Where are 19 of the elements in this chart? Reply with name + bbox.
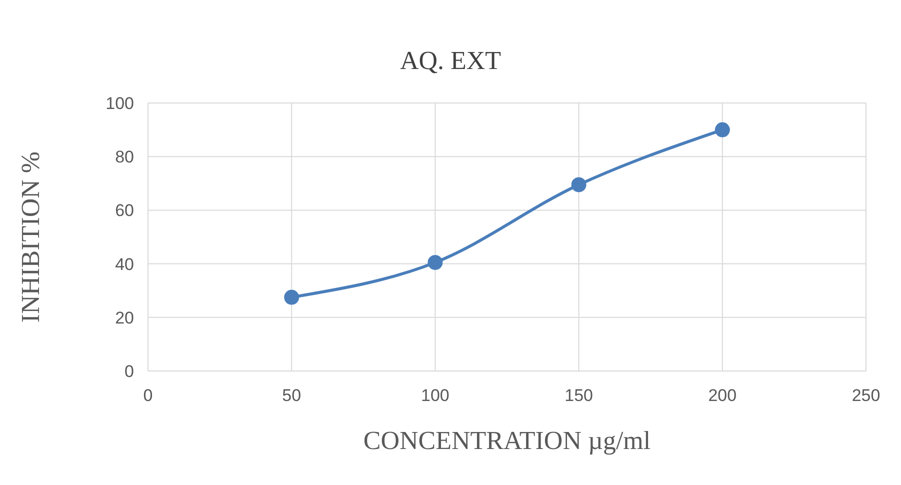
point — [428, 254, 443, 270]
x-tick-label: 100 — [421, 386, 450, 406]
x-tick-label: 250 — [852, 386, 880, 406]
point — [571, 177, 586, 192]
y-tick-label: 20 — [115, 308, 134, 328]
x-tick-label: 150 — [564, 386, 593, 406]
x-tick-label: 200 — [708, 386, 737, 406]
point — [714, 122, 730, 138]
y-tick-label: 40 — [115, 254, 134, 274]
x-axis-title: CONCENTRATION µg/ml — [363, 426, 651, 455]
x-tick-label: 0 — [143, 386, 153, 406]
y-tick-label: 100 — [106, 94, 134, 114]
chart-title: AQ. EXT — [398, 46, 502, 76]
y-tick-label: 0 — [124, 362, 134, 382]
y-axis-title: INHIBITION % — [16, 151, 46, 323]
y-tick-label: 60 — [115, 201, 134, 220]
y-tick-label: 80 — [115, 148, 134, 167]
x-tick-label: 50 — [282, 386, 302, 406]
point — [284, 290, 300, 305]
